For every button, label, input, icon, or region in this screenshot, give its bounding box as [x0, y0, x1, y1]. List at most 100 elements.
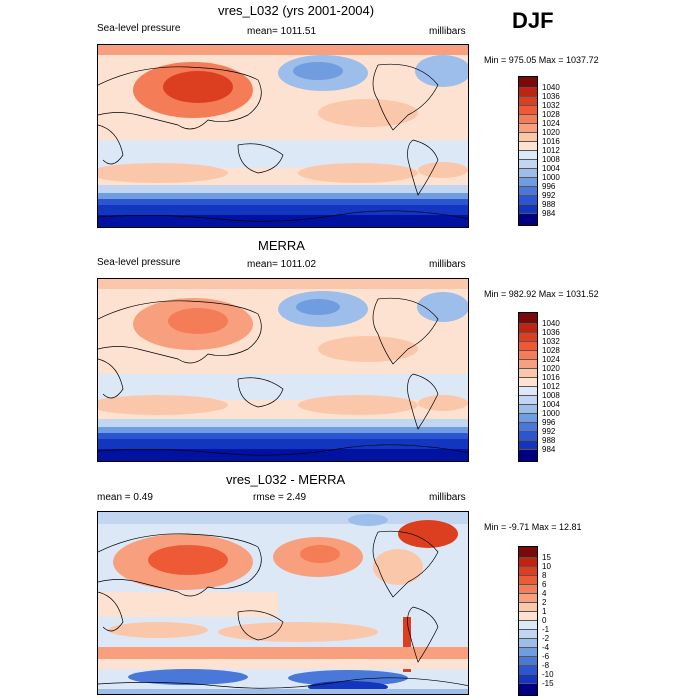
colorbar-label: 2	[542, 598, 547, 607]
swatch	[519, 142, 537, 151]
swatch	[519, 675, 537, 684]
so-band-5	[98, 215, 468, 227]
swatch	[519, 378, 537, 387]
colorbar-label: 1036	[542, 92, 560, 101]
colorbar-label: 6	[542, 580, 547, 589]
s-atlantic-high	[418, 162, 468, 178]
coastlines	[98, 63, 439, 196]
colorbar-label: -8	[542, 661, 550, 670]
swatch	[519, 214, 537, 225]
colorbar-label: 1024	[542, 355, 560, 364]
so-negative-2	[288, 670, 408, 686]
aleutian-low-core	[293, 62, 343, 80]
colorbar-label: 988	[542, 436, 556, 445]
so-band-3	[98, 199, 468, 205]
n-pacific-positive-core	[300, 545, 340, 563]
so-band-3	[98, 433, 468, 439]
arctic-negative	[348, 514, 388, 526]
s-america-coast	[407, 139, 439, 196]
greenland-positive	[398, 520, 458, 548]
swatch	[519, 151, 537, 160]
s-indian-positive	[108, 622, 208, 638]
swatch	[519, 333, 537, 342]
swatch	[519, 178, 537, 187]
so-band-5	[98, 449, 468, 461]
colorbar-label: 1020	[542, 128, 560, 137]
colorbar-label: 1024	[542, 119, 560, 128]
colorbar-label: 1016	[542, 373, 560, 382]
swatch	[519, 160, 537, 169]
aleutian-low-core	[296, 299, 340, 315]
eurasia-coast	[98, 66, 262, 130]
swatch	[519, 450, 537, 461]
so-band-2	[98, 427, 468, 433]
so-neutral-band	[98, 659, 468, 669]
colorbar-label: 992	[542, 427, 556, 436]
swatch	[519, 441, 537, 450]
swatch	[519, 576, 537, 585]
s-pacific-positive	[218, 622, 378, 642]
colorbar-label: 1004	[542, 164, 560, 173]
so-positive-band	[98, 647, 468, 659]
swatch	[519, 124, 537, 133]
swatch	[519, 387, 537, 396]
swatch	[519, 594, 537, 603]
colorbar-label: -4	[542, 643, 550, 652]
swatch	[519, 612, 537, 621]
coastlines	[98, 530, 439, 663]
n-pacific-high	[318, 99, 418, 127]
swatch	[519, 405, 537, 414]
s-atlantic-high	[418, 395, 468, 411]
swatch	[519, 205, 537, 214]
swatch	[519, 133, 537, 142]
colorbar-label: 1040	[542, 319, 560, 328]
colorbar-label: 988	[542, 200, 556, 209]
africa-coast	[98, 358, 124, 399]
swatch	[519, 414, 537, 423]
antarctica-coast	[98, 210, 468, 222]
swatch	[519, 169, 537, 178]
panel1-variable-label: Sea-level pressure	[97, 23, 181, 34]
panel2-variable-label: Sea-level pressure	[97, 257, 181, 268]
antarctic-band	[98, 689, 468, 694]
australia-coast	[237, 143, 284, 174]
swatch	[519, 324, 537, 333]
swatch	[519, 360, 537, 369]
swatch	[519, 369, 537, 378]
colorbar-label: 1032	[542, 101, 560, 110]
colorbar-label: 1012	[542, 382, 560, 391]
colorbar-label: 1032	[542, 337, 560, 346]
colorbar-label: 1036	[542, 328, 560, 337]
panel1-title: vres_L032 (yrs 2001-2004)	[218, 3, 375, 18]
swatch	[519, 648, 537, 657]
siberian-high-core	[163, 71, 233, 103]
panel1-units: millibars	[429, 26, 466, 37]
swatch	[519, 621, 537, 630]
panel1-map	[97, 44, 469, 228]
swatch	[519, 313, 537, 324]
colorbar-label: 1008	[542, 155, 560, 164]
panel3-rmse: rmse = 2.49	[253, 492, 307, 503]
colorbar-label: 1020	[542, 364, 560, 373]
swatch	[519, 396, 537, 405]
panel1-mean: mean= 1011.51	[247, 26, 317, 37]
s-america-coast	[407, 373, 439, 430]
colorbar-label: -6	[542, 652, 550, 661]
siberian-high-core	[168, 308, 228, 334]
swatch	[519, 196, 537, 205]
colorbar-label: -15	[542, 679, 554, 688]
australia-coast	[237, 377, 284, 408]
panel3-colorbar-swatches	[518, 546, 538, 696]
panel2-units: millibars	[429, 259, 466, 270]
andes-positive	[403, 617, 411, 672]
so-negative-1	[128, 669, 248, 685]
swatch	[519, 603, 537, 612]
so-band-4	[98, 205, 468, 215]
s-indian-high	[98, 395, 228, 415]
s-pacific-high	[298, 395, 418, 415]
panel3-map	[97, 511, 469, 695]
swatch	[519, 187, 537, 196]
swatch	[519, 657, 537, 666]
panel1-minmax: Min = 975.05 Max = 1037.72	[484, 55, 599, 65]
africa-coast	[98, 591, 124, 632]
